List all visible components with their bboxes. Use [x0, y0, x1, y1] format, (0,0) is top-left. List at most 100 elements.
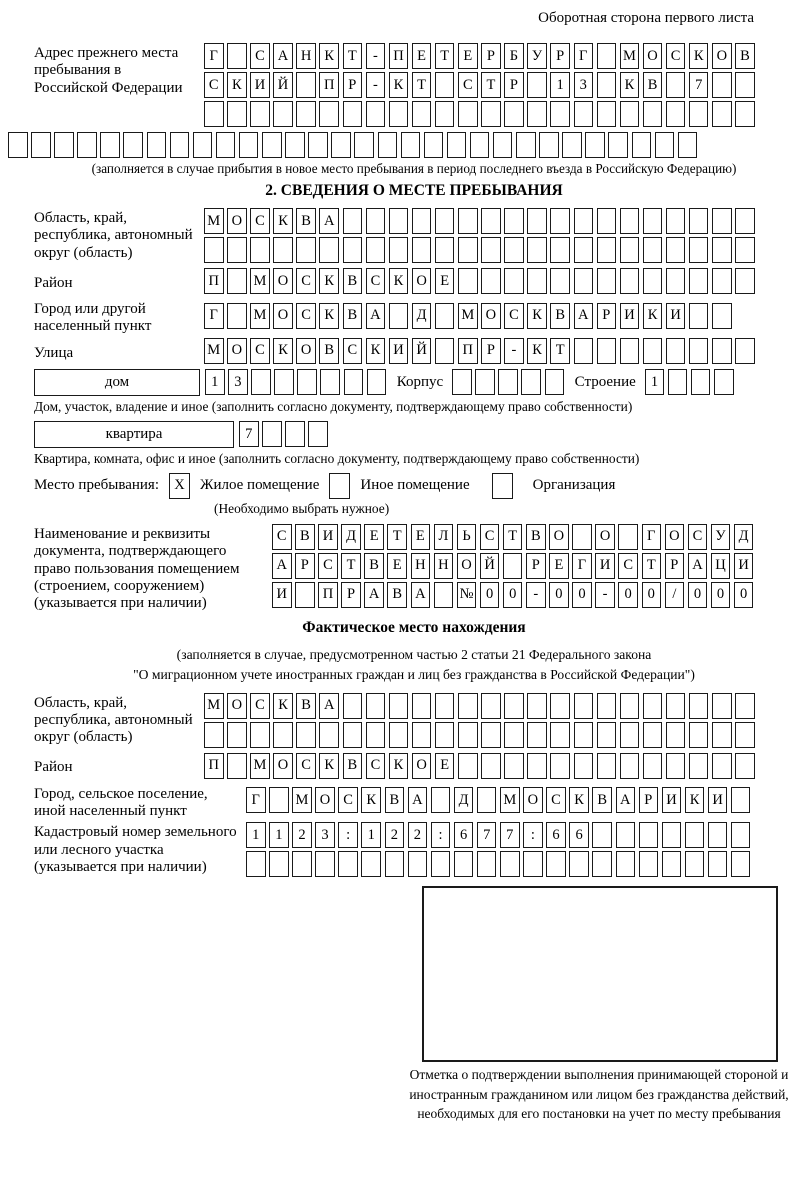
char-cell: Т — [641, 552, 661, 579]
char-cell — [377, 132, 397, 158]
char-cell: К — [388, 268, 409, 294]
char-cell: К — [527, 337, 547, 364]
char-cell — [504, 237, 524, 263]
char-cell: В — [296, 692, 316, 719]
char-cell — [550, 752, 570, 779]
char-cell — [504, 208, 524, 234]
char-cell: 1 — [246, 822, 266, 849]
char-cell: А — [410, 581, 431, 608]
char-cell — [688, 692, 709, 719]
char-cell — [273, 101, 293, 127]
char-cell: Й — [479, 552, 500, 579]
char-cell — [735, 268, 755, 294]
char-cell — [388, 101, 409, 127]
char-cell: М — [250, 752, 270, 779]
char-cell: Т — [502, 523, 523, 550]
char-cell — [608, 132, 628, 158]
char-cell — [527, 752, 547, 779]
char-cell — [342, 721, 363, 748]
street-label: Улица — [34, 344, 74, 361]
char-cell — [572, 523, 592, 550]
char-cell — [619, 337, 640, 364]
char-cell — [642, 237, 663, 263]
char-cell — [596, 43, 617, 69]
doc-label: Наименование и реквизиты документа, подт… — [34, 525, 240, 612]
char-cell: 2 — [292, 822, 312, 849]
char-cell: А — [687, 552, 708, 579]
char-cell — [596, 208, 617, 234]
char-cell: Т — [411, 72, 432, 98]
char-cell — [343, 369, 364, 396]
char-cell — [319, 721, 339, 748]
char-cell — [498, 369, 518, 396]
char-cell — [296, 72, 316, 98]
char-cell — [481, 237, 501, 263]
char-cell — [481, 721, 501, 748]
char-cell — [661, 822, 682, 849]
char-cell: Т — [434, 43, 455, 69]
char-cell — [250, 721, 270, 748]
char-cell — [227, 101, 247, 127]
char-cell: Д — [453, 787, 474, 814]
char-cell — [688, 721, 709, 748]
char-cell: К — [569, 787, 589, 814]
char-cell — [667, 369, 688, 396]
char-cell: К — [642, 302, 663, 329]
char-cell: А — [365, 302, 386, 329]
char-cell — [365, 101, 386, 127]
char-cell — [238, 132, 259, 158]
char-cell: А — [407, 787, 428, 814]
char-cell — [642, 268, 663, 294]
char-cell — [475, 369, 495, 396]
char-cell — [250, 101, 270, 127]
char-cell — [296, 721, 316, 748]
char-cell — [504, 101, 524, 127]
char-cell: О — [712, 43, 732, 69]
char-cell: С — [342, 337, 363, 364]
char-cell — [665, 721, 686, 748]
char-cell: К — [273, 208, 293, 234]
char-cell — [292, 851, 312, 878]
char-cell: М — [250, 302, 270, 329]
char-cell: 3 — [573, 72, 593, 98]
char-cell — [661, 851, 682, 878]
char-cell — [504, 721, 524, 748]
char-cell — [453, 851, 474, 878]
char-cell: Г — [246, 787, 266, 814]
char-cell: 2 — [407, 822, 428, 849]
char-cell: О — [273, 302, 293, 329]
char-cell: О — [315, 787, 335, 814]
char-cell: Г — [204, 302, 224, 329]
char-cell — [169, 132, 190, 158]
char-cell: - — [526, 581, 546, 608]
char-cell — [354, 132, 374, 158]
char-cell — [342, 237, 363, 263]
char-cell — [388, 237, 409, 263]
prev-address-label: Адрес прежнего места пребывания в Россий… — [34, 45, 183, 96]
char-cell — [665, 337, 686, 364]
char-cell: М — [500, 787, 520, 814]
char-cell — [365, 692, 386, 719]
char-cell — [338, 851, 358, 878]
char-cell: Е — [387, 552, 407, 579]
char-cell — [227, 268, 247, 294]
char-cell — [527, 721, 547, 748]
char-cell: К — [388, 72, 409, 98]
char-cell: О — [595, 523, 615, 550]
char-cell — [592, 822, 612, 849]
char-cell — [573, 337, 593, 364]
char-cell — [712, 337, 732, 364]
char-cell: Е — [549, 552, 569, 579]
char-cell — [527, 101, 547, 127]
char-cell: Т — [550, 337, 570, 364]
char-cell — [642, 721, 663, 748]
char-cell — [550, 208, 570, 234]
char-cell — [400, 132, 421, 158]
char-cell — [730, 851, 751, 878]
char-cell — [596, 752, 617, 779]
char-cell — [688, 752, 709, 779]
char-cell: Р — [481, 337, 501, 364]
